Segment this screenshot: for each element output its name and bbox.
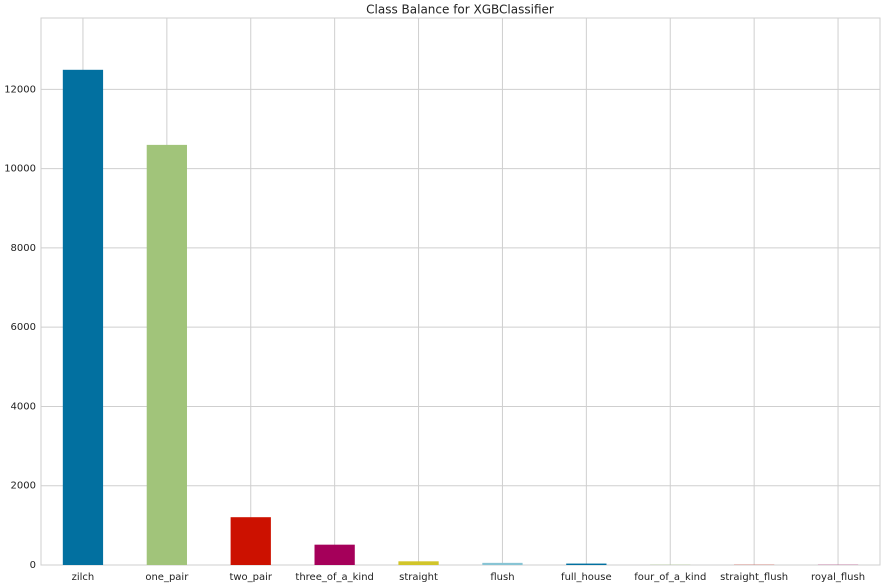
y-tick-label: 4000	[11, 401, 36, 412]
bar	[146, 144, 187, 565]
x-tick-label: one_pair	[145, 572, 189, 583]
bar	[566, 563, 607, 565]
x-tick-label: straight_flush	[720, 572, 788, 583]
x-tick-label: zilch	[72, 572, 95, 583]
bar	[230, 517, 271, 565]
bar	[398, 561, 439, 565]
y-tick-label: 10000	[4, 164, 36, 175]
bar	[482, 562, 523, 565]
y-tick-label: 2000	[11, 481, 36, 492]
y-tick-label: 0	[30, 560, 36, 571]
x-tick-label: flush	[490, 572, 514, 583]
x-tick-label: three_of_a_kind	[295, 572, 373, 583]
x-tick-label: two_pair	[229, 572, 272, 583]
y-tick-label: 12000	[4, 84, 36, 95]
y-tick-label: 8000	[11, 243, 36, 254]
bar	[62, 69, 104, 565]
chart-title: Class Balance for XGBClassifier	[366, 3, 554, 17]
x-tick-label: straight	[399, 572, 438, 583]
bar	[314, 544, 355, 565]
x-tick-label: full_house	[561, 572, 612, 583]
y-tick-label: 6000	[11, 322, 36, 333]
x-tick-label: royal_flush	[811, 572, 865, 583]
x-tick-label: four_of_a_kind	[634, 572, 706, 583]
